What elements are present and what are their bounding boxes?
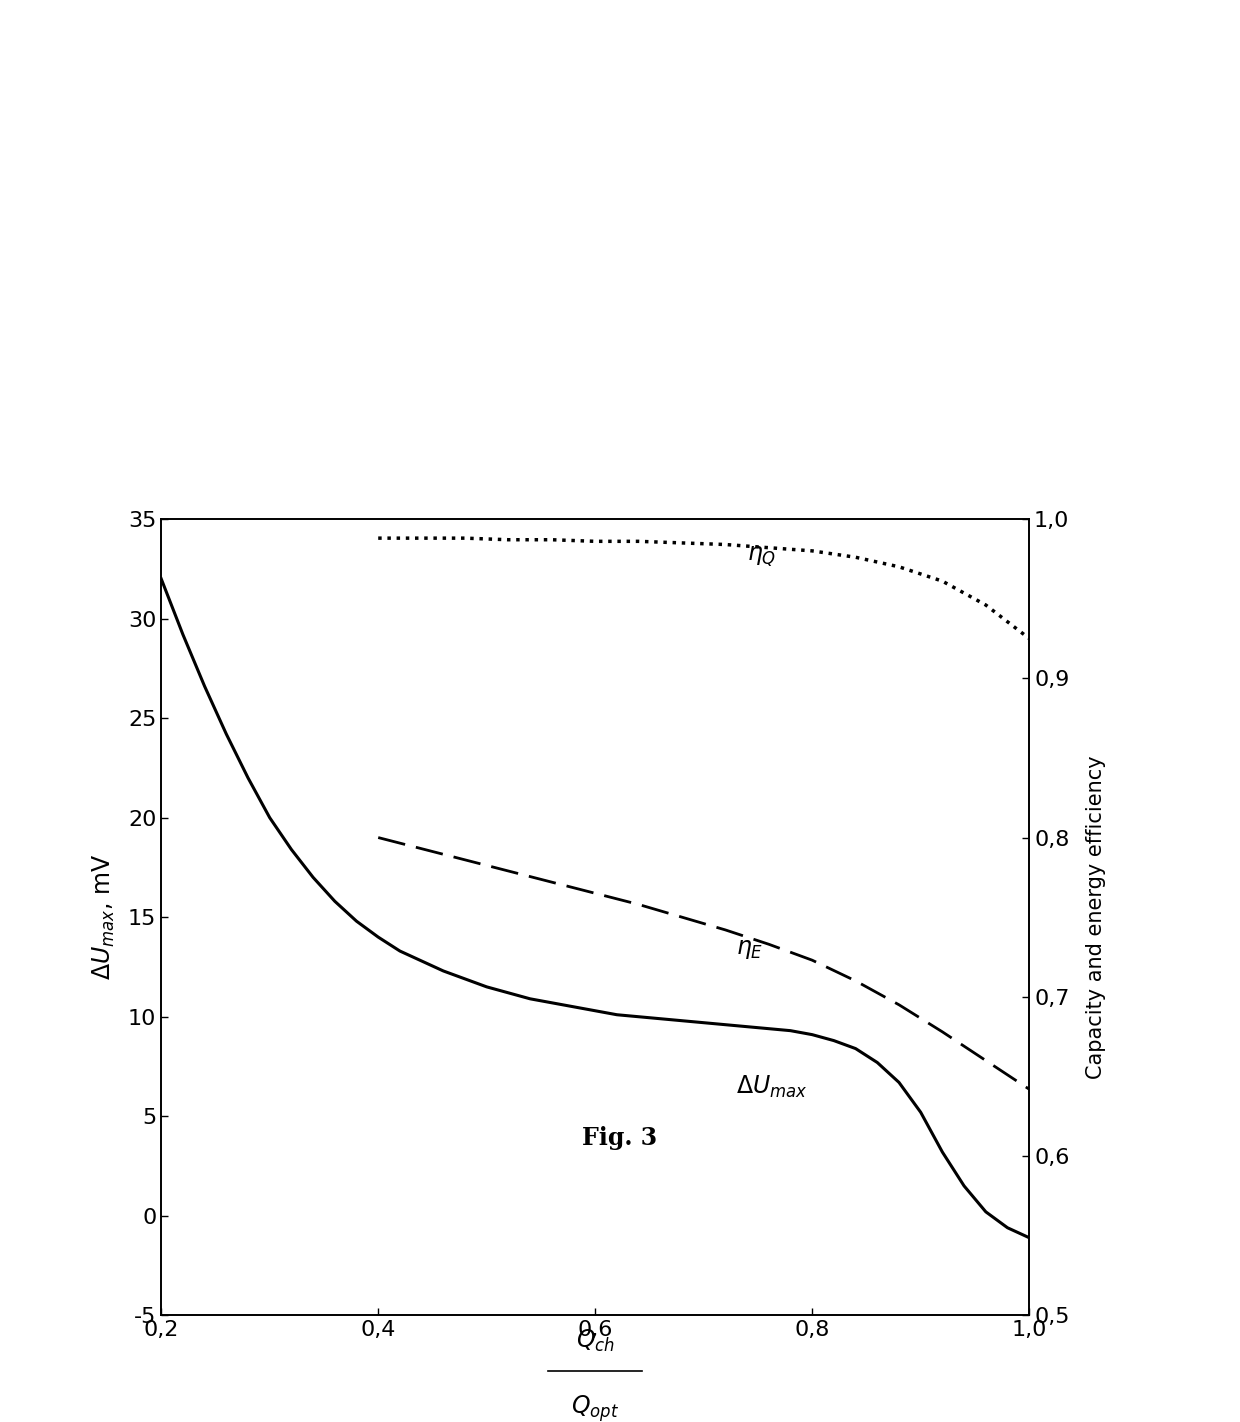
Text: $\eta_E$: $\eta_E$ [737, 937, 764, 960]
Text: $Q_{ch}$: $Q_{ch}$ [575, 1328, 615, 1354]
Y-axis label: $\Delta U_{max}$, mV: $\Delta U_{max}$, mV [91, 855, 117, 980]
Text: $Q_{opt}$: $Q_{opt}$ [572, 1394, 619, 1422]
Text: $\eta_Q$: $\eta_Q$ [746, 545, 776, 569]
Text: $\Delta U_{max}$: $\Delta U_{max}$ [737, 1074, 807, 1099]
Text: Fig. 3: Fig. 3 [583, 1126, 657, 1149]
Y-axis label: Capacity and energy efficiency: Capacity and energy efficiency [1086, 755, 1106, 1079]
